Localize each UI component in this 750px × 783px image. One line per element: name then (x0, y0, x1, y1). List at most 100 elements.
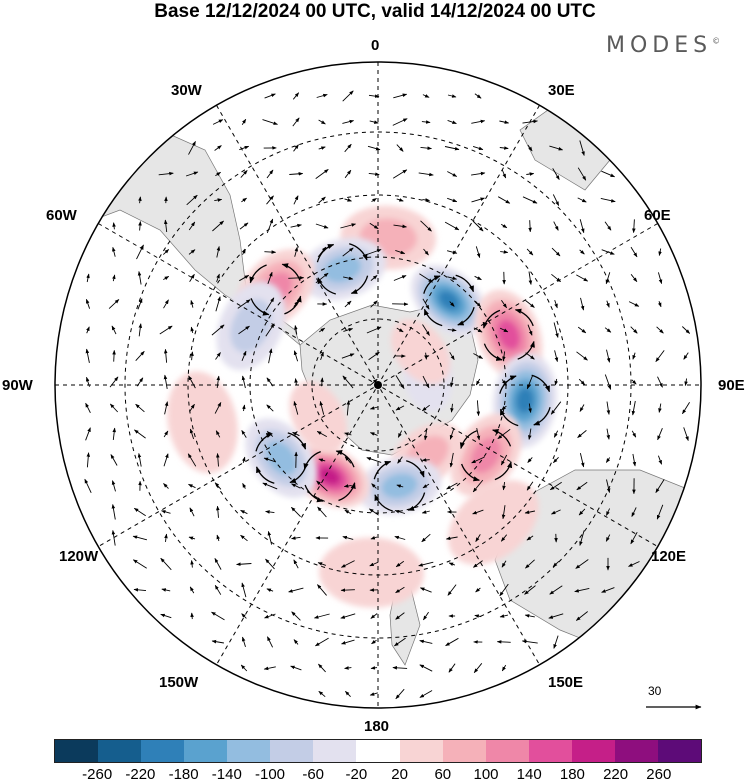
colorbar-tick-label: 100 (473, 766, 499, 783)
wind-vector (214, 558, 222, 570)
wind-vector (396, 144, 404, 152)
wind-vector (630, 246, 638, 258)
wind-vector (344, 432, 352, 436)
wind-vector (393, 224, 407, 229)
wind-vector (369, 222, 379, 230)
colorbar-swatch (55, 740, 99, 762)
wind-vector (552, 560, 560, 568)
wind-vector (368, 172, 380, 176)
wind-vector (293, 195, 299, 205)
wind-vector (472, 479, 484, 493)
wind-vector (369, 406, 378, 410)
wind-vector (190, 351, 194, 361)
wind-vector (214, 482, 222, 490)
circulation-arrow (317, 277, 336, 295)
anomaly-contour (497, 319, 521, 350)
wind-vector (211, 639, 224, 644)
wind-vector (371, 198, 377, 203)
wind-vector (392, 666, 408, 670)
wind-vector (292, 92, 300, 100)
wind-vector (601, 587, 615, 593)
wind-vector (344, 300, 352, 308)
wind-vector (419, 639, 433, 644)
wind-vector (551, 273, 561, 283)
wind-vector (134, 429, 146, 439)
wind-vector (554, 299, 558, 309)
wind-vector (525, 300, 535, 308)
wind-vector (290, 665, 302, 671)
colorbar-swatch (184, 740, 228, 762)
circulation-arrow (423, 275, 441, 294)
wind-vector (549, 145, 564, 151)
circulation-arrow (457, 307, 475, 326)
lon-label-60e: 60E (644, 207, 671, 224)
lon-label-150w: 150W (159, 674, 199, 691)
colorbar-tick-label: -180 (168, 766, 199, 783)
wind-vector (450, 403, 454, 413)
wind-vector (449, 452, 454, 468)
wind-vector (683, 352, 689, 360)
wind-vector (502, 482, 506, 491)
wind-vector (522, 196, 538, 204)
wind-vector (317, 562, 327, 566)
wind-vector (237, 299, 251, 309)
wind-vector (136, 377, 144, 387)
wind-vector (476, 428, 481, 441)
wind-vector (606, 349, 611, 363)
wind-vector (163, 299, 169, 309)
wind-vector (604, 374, 612, 390)
wind-vector (241, 430, 247, 438)
wind-vector (446, 250, 458, 255)
wind-vector (419, 664, 433, 672)
wind-vector (524, 585, 536, 595)
wind-vector (320, 377, 324, 387)
wind-vector (112, 349, 116, 362)
wind-vector (579, 530, 585, 546)
colorbar-tick-label: 180 (559, 766, 585, 783)
wind-vector (473, 560, 483, 568)
wind-vector (395, 586, 405, 594)
wind-vector (421, 458, 430, 462)
wind-vector (501, 169, 507, 179)
wind-vector (502, 351, 506, 362)
wind-vector (161, 588, 171, 592)
wind-vector (579, 452, 585, 468)
wind-vector (160, 613, 172, 619)
wind-vector (420, 220, 432, 232)
circulation-arrow (459, 430, 478, 450)
wind-vector (138, 221, 142, 231)
anomaly-contour (265, 440, 297, 476)
wind-vector (527, 457, 533, 463)
wind-vector (366, 457, 382, 463)
wind-vector (579, 404, 585, 412)
wind-vector (317, 584, 327, 596)
wind-vector (343, 484, 352, 488)
wind-vector (601, 170, 616, 178)
wind-vector (552, 168, 560, 180)
wind-vector (550, 401, 562, 415)
wind-vector (343, 328, 354, 332)
wind-vector (133, 588, 147, 592)
wind-vector (239, 222, 249, 230)
wind-vector (449, 428, 455, 440)
wind-vector (449, 301, 455, 307)
circulation-arrow (284, 295, 302, 315)
wind-vector (630, 274, 638, 283)
wind-vector (342, 90, 354, 102)
circulation-arrow (494, 461, 513, 481)
wind-vector (190, 559, 194, 568)
wind-vector (500, 454, 508, 466)
wind-vector (241, 636, 246, 648)
wind-vector (368, 351, 380, 361)
wind-vector (367, 145, 381, 151)
wind-vector (109, 403, 119, 413)
wind-vector (293, 639, 299, 645)
wind-vector (501, 560, 507, 568)
lon-label-150e: 150E (548, 674, 584, 691)
wind-vector (369, 508, 379, 516)
wind-vector (263, 666, 276, 671)
wind-vector (497, 428, 511, 440)
wind-vector (631, 379, 637, 385)
wind-vector (418, 561, 434, 567)
wind-vector (215, 296, 221, 312)
